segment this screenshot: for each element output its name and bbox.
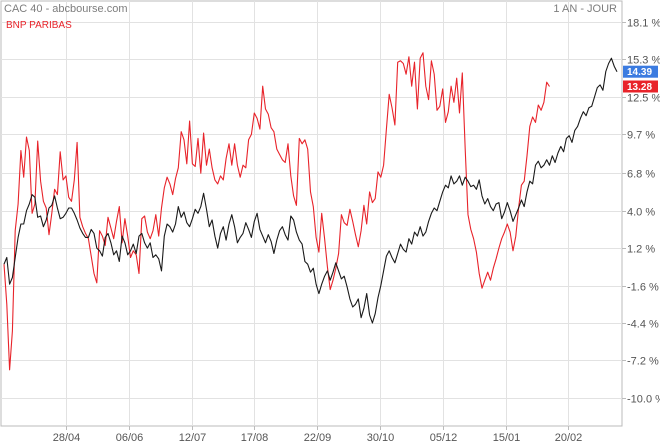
bnp-last-value-badge	[623, 80, 658, 93]
bnp-last-value: 13.28	[627, 82, 652, 93]
period-label: 1 AN - JOUR	[553, 3, 617, 15]
y-tick-label: 6.8 %	[627, 169, 655, 181]
y-tick-label: -7.2 %	[627, 356, 659, 368]
x-tick-label: 12/07	[179, 432, 207, 444]
plot-frame	[0, 0, 623, 427]
y-tick-label: 15.3 %	[627, 55, 660, 67]
y-tick-label: -4.4 %	[627, 319, 659, 331]
x-tick-label: 15/01	[493, 432, 521, 444]
bnp-line	[3, 52, 550, 371]
y-tick-label: 9.7 %	[627, 130, 655, 142]
y-tick-label: -1.6 %	[627, 282, 659, 294]
y-tick-label: -10.0 %	[627, 394, 660, 406]
last-value-badges: 14.39 13.28	[623, 65, 658, 93]
cac40-last-value: 14.39	[627, 67, 652, 78]
legend-bnp: BNP PARIBAS	[6, 20, 72, 31]
chart-title: CAC 40 - abcbourse.com	[4, 3, 128, 15]
axes: 18.1 % 15.3 % 12.5 % 9.7 % 6.8 % 4.0 % 1.2 % -1…	[53, 18, 660, 445]
x-tick-label: 20/02	[555, 432, 583, 444]
cac40-last-value-badge	[623, 65, 658, 78]
y-tick-label: 18.1 %	[627, 18, 660, 30]
y-tick-label: 4.0 %	[627, 207, 655, 219]
y-tick-label: 12.5 %	[627, 93, 660, 105]
cac40-line	[3, 57, 618, 324]
series-lines	[3, 52, 618, 371]
y-tick-label: 1.2 %	[627, 244, 655, 256]
x-tick-label: 28/04	[53, 432, 81, 444]
x-tick-label: 06/06	[116, 432, 144, 444]
x-tick-label: 30/10	[367, 432, 395, 444]
x-tick-label: 05/12	[430, 432, 458, 444]
x-tick-label: 17/08	[241, 432, 269, 444]
x-tick-label: 22/09	[304, 432, 332, 444]
grid	[1, 1, 622, 426]
